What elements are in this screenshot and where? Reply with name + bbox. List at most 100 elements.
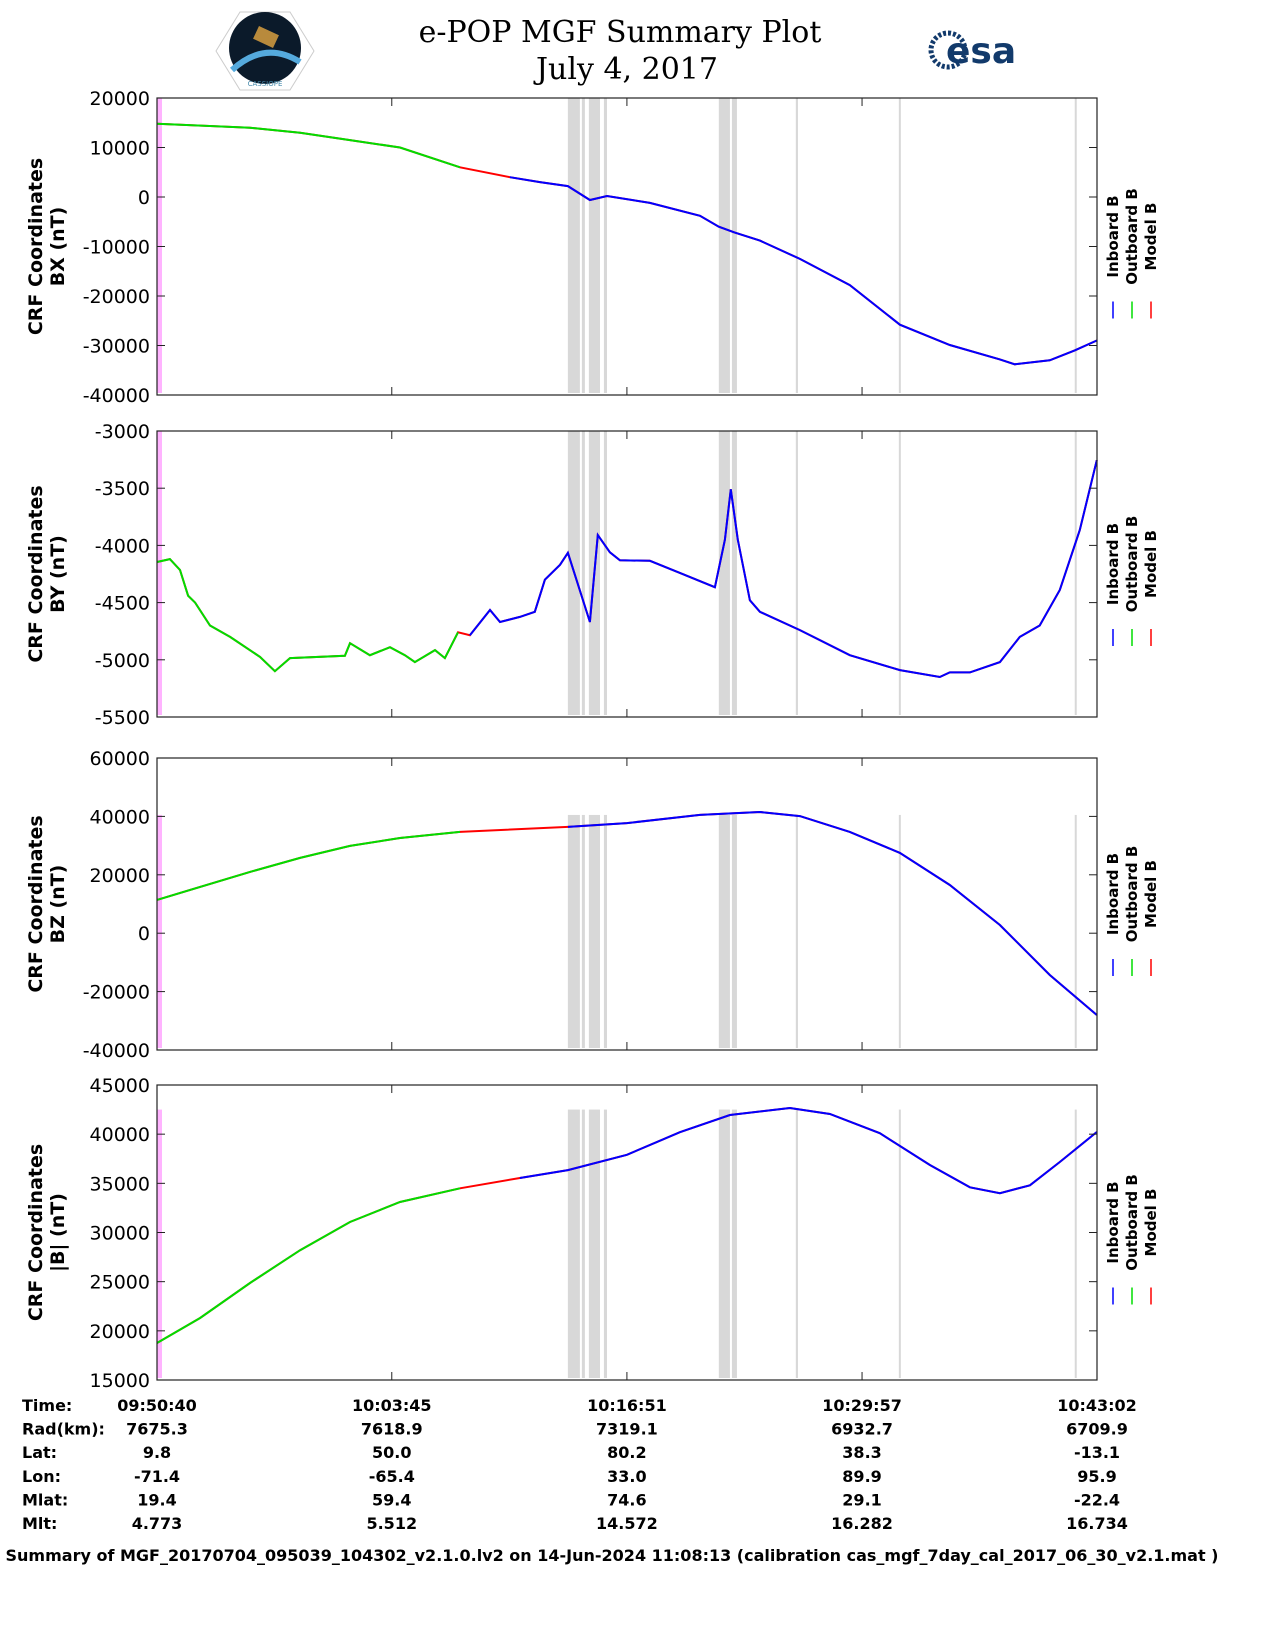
- data-gap-band: [898, 431, 901, 715]
- legend-label: Inboard B: [1104, 523, 1122, 605]
- legend-label: Inboard B: [1104, 195, 1122, 277]
- data-gap-band: [603, 814, 607, 1048]
- ephemeris-value: 7675.3: [126, 1420, 188, 1439]
- axes-frame: [156, 97, 1098, 396]
- ephemeris-value: 50.0: [372, 1443, 411, 1462]
- inboard-b-line: [567, 810, 1098, 1016]
- y-tick-label: 20000: [90, 1321, 150, 1343]
- ephemeris-value: 80.2: [607, 1443, 646, 1462]
- ephemeris-value: 09:50:40: [117, 1396, 197, 1415]
- data-gap-band: [581, 1109, 585, 1378]
- outboard-b-line: [156, 122, 461, 169]
- y-axis-label-line1: CRF Coordinates: [25, 1144, 47, 1321]
- svg-text:CASSIOPE: CASSIOPE: [248, 80, 283, 88]
- ephemeris-value: 29.1: [842, 1490, 881, 1509]
- data-gap-band: [718, 814, 730, 1048]
- ephemeris-value: -71.4: [134, 1467, 180, 1486]
- data-gap-band: [581, 431, 585, 715]
- data-gap-band: [581, 814, 585, 1048]
- esa-logo-text: esa: [946, 31, 1016, 72]
- legend-label: Outboard B: [1123, 846, 1141, 943]
- panel-3: 60000 40000 20000 0 -20000 -40000 CRF Coordina…: [25, 748, 1160, 1062]
- data-gap-band: [795, 98, 798, 393]
- data-gap-band: [567, 814, 580, 1048]
- legend-label: Model B: [1142, 530, 1160, 598]
- y-tick-label: -3500: [95, 478, 150, 500]
- y-tick-label: -5000: [95, 650, 150, 672]
- legend-label: Inboard B: [1104, 1181, 1122, 1263]
- legend: Inboard B Outboard B Model B: [1104, 846, 1160, 976]
- y-tick-label: -4500: [95, 593, 150, 615]
- y-axis-label-line2: |B| (nT): [47, 1193, 69, 1272]
- data-gap-band: [603, 98, 607, 393]
- panel-4: 45000 40000 35000 30000 25000 20000 15000 CRF C…: [25, 1075, 1160, 1392]
- y-axis-label-line1: CRF Coordinates: [25, 485, 47, 662]
- ephemeris-row-label: Rad(km):: [22, 1420, 105, 1439]
- data-gap-band: [588, 98, 600, 393]
- y-tick-label: 15000: [90, 1370, 150, 1392]
- ephemeris-value: 10:43:02: [1057, 1396, 1137, 1415]
- left-logo: CASSIOPE: [215, 11, 315, 91]
- y-tick-label: -40000: [83, 1040, 150, 1062]
- panel-2: -3000 -3500 -4000 -4500 -5000 -5500 CRF Coordi…: [25, 421, 1160, 729]
- y-axis-label-line2: BY (nT): [47, 535, 69, 613]
- outboard-b-line: [156, 830, 461, 901]
- axes-frame: [156, 757, 1098, 1051]
- legend-label: Outboard B: [1123, 188, 1141, 285]
- data-gap-band: [1074, 814, 1077, 1048]
- data-gap-band: [718, 431, 730, 715]
- data-gap-band: [898, 98, 901, 393]
- ephemeris-value: 10:03:45: [352, 1396, 432, 1415]
- ephemeris-value: 59.4: [372, 1490, 411, 1509]
- ephemeris-value: 16.734: [1066, 1514, 1128, 1533]
- y-tick-label: -40000: [83, 385, 150, 407]
- ephemeris-value: 10:16:51: [587, 1396, 667, 1415]
- outboard-b-line: [156, 1187, 461, 1344]
- y-tick-label: -30000: [83, 336, 150, 358]
- chart-title: e-POP MGF Summary Plot: [419, 15, 822, 50]
- data-gap-band: [898, 1109, 901, 1378]
- ephemeris-value: 10:29:57: [822, 1396, 902, 1415]
- data-gap-band: [567, 98, 580, 393]
- outboard-b-line: [156, 557, 459, 673]
- y-tick-label: 0: [138, 187, 150, 209]
- start-band: [157, 1109, 162, 1378]
- y-tick-label: -4000: [95, 535, 150, 557]
- legend: Inboard B Outboard B Model B: [1104, 516, 1160, 646]
- legend-label: Inboard B: [1104, 853, 1122, 935]
- data-gap-band: [1074, 1109, 1077, 1378]
- data-gap-band: [567, 1109, 580, 1378]
- legend-label: Outboard B: [1123, 516, 1141, 613]
- y-tick-label: 30000: [90, 1223, 150, 1245]
- y-tick-label: 45000: [90, 1075, 150, 1097]
- ephemeris-row-label: Lon:: [22, 1467, 61, 1486]
- axes-frame: [156, 1084, 1098, 1381]
- y-tick-label: 25000: [90, 1272, 150, 1294]
- data-gap-band: [795, 1109, 798, 1378]
- start-band: [157, 814, 162, 1048]
- y-tick-label: 35000: [90, 1173, 150, 1195]
- ephemeris-value: 5.512: [366, 1514, 417, 1533]
- inboard-b-line: [469, 459, 1098, 679]
- data-gap-band: [1074, 98, 1077, 393]
- legend: Inboard B Outboard B Model B: [1104, 1174, 1160, 1305]
- ephemeris-row-label: Mlt:: [22, 1514, 57, 1533]
- model-b-line: [156, 810, 1098, 1016]
- ephemeris-row-label: Time:: [22, 1396, 72, 1415]
- legend-label: Model B: [1142, 203, 1160, 271]
- y-tick-label: 20000: [90, 865, 150, 887]
- ephemeris-value: 38.3: [842, 1443, 881, 1462]
- data-gap-band: [588, 814, 600, 1048]
- ephemeris-row-label: Mlat:: [22, 1490, 68, 1509]
- y-tick-label: -3000: [95, 421, 150, 443]
- chart-date: July 4, 2017: [533, 52, 718, 87]
- data-gap-band: [795, 814, 798, 1048]
- data-gap-band: [731, 431, 737, 715]
- data-gap-band: [718, 1109, 730, 1378]
- ephemeris-value: 33.0: [607, 1467, 646, 1486]
- axes-frame: [156, 430, 1098, 718]
- panel-1: 20000 10000 0 -10000 -20000 -30000 -40000 CRF C…: [25, 88, 1160, 407]
- ephemeris-value: 7618.9: [361, 1420, 423, 1439]
- model-b-line: [156, 122, 1098, 366]
- ephemeris-value: 14.572: [596, 1514, 658, 1533]
